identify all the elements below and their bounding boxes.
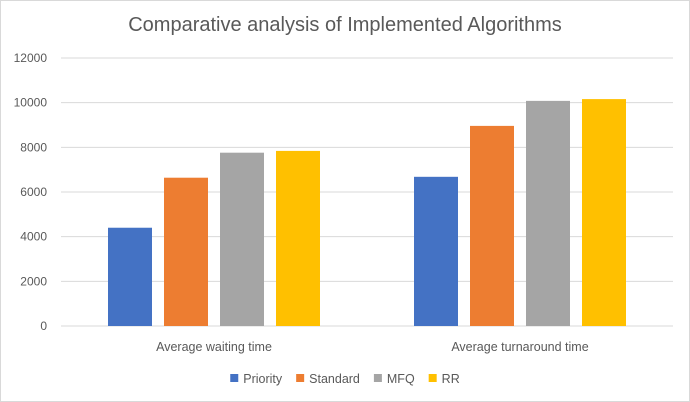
legend-label: RR [442, 372, 460, 386]
bar-rr-1 [276, 150, 320, 326]
bars [108, 99, 626, 327]
y-tick-label: 4000 [20, 230, 47, 244]
legend-swatch-standard [296, 374, 305, 382]
y-tick-label: 8000 [20, 140, 47, 154]
bar-rr-2 [582, 99, 626, 327]
bar-priority-2 [414, 176, 458, 326]
x-category-label: Average turnaround time [451, 340, 588, 354]
legend-swatch-priority [230, 374, 239, 382]
legend-swatch-mfq [373, 374, 382, 382]
legend-label: Priority [243, 372, 283, 386]
y-tick-label: 10000 [14, 96, 48, 110]
y-tick-label: 0 [40, 319, 47, 333]
y-tick-label: 12000 [14, 51, 48, 65]
chart-title: Comparative analysis of Implemented Algo… [128, 14, 562, 36]
x-category-label: Average waiting time [156, 340, 272, 354]
bar-mfq-2 [526, 100, 570, 326]
legend-swatch-rr [428, 374, 437, 382]
gridlines [61, 57, 673, 327]
bar-standard-2 [470, 125, 514, 326]
legend: Priority Standard MFQ RR [230, 372, 460, 386]
legend-label: MFQ [387, 372, 415, 386]
y-axis-ticks: 0 2000 4000 6000 8000 10000 12000 [14, 51, 48, 333]
x-axis-categories: Average waiting time Average turnaround t… [156, 340, 589, 354]
bar-mfq-1 [220, 152, 264, 326]
y-tick-label: 6000 [20, 185, 47, 199]
bar-priority-1 [108, 227, 152, 326]
bar-standard-1 [164, 177, 208, 326]
legend-label: Standard [309, 372, 360, 386]
y-tick-label: 2000 [20, 274, 47, 288]
